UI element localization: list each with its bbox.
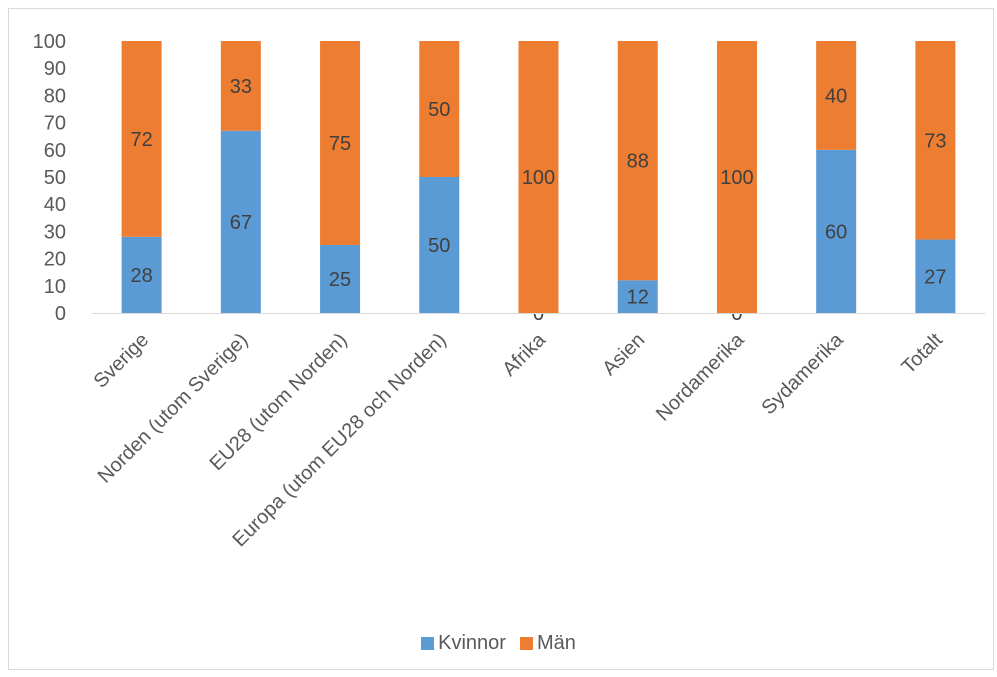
bar-kvinnor <box>419 177 460 313</box>
y-tick-label: 60 <box>44 140 66 162</box>
data-label: 73 <box>924 130 946 152</box>
bar-kvinnor <box>320 245 361 313</box>
bar-man <box>518 41 559 313</box>
legend-item-kvinnor: Kvinnor <box>421 632 506 655</box>
x-category-label: Sverige <box>90 329 154 393</box>
data-label: 33 <box>230 76 252 98</box>
x-category-label: Sydamerika <box>757 328 848 419</box>
legend-item-man: Män <box>519 632 576 655</box>
y-tick-label: 80 <box>44 85 66 107</box>
bar-kvinnor <box>617 280 658 313</box>
y-tick-label: 90 <box>44 58 66 80</box>
bar-man <box>220 41 261 131</box>
data-label: 67 <box>230 212 252 234</box>
y-tick-label: 10 <box>44 276 66 298</box>
data-label: 12 <box>627 287 649 309</box>
y-tick-label: 50 <box>44 167 66 189</box>
x-category-label: Afrika <box>498 328 550 380</box>
x-category-label: Asien <box>598 329 649 380</box>
bar-man <box>121 41 162 237</box>
bar-man <box>716 41 757 313</box>
data-label: 75 <box>329 133 351 155</box>
bar-kvinnor <box>220 130 261 313</box>
bar-kvinnor <box>121 236 162 313</box>
bar-man <box>320 41 361 245</box>
x-category-label: Europa (utom EU28 och Norden) <box>229 329 451 551</box>
data-label: 28 <box>130 265 152 287</box>
legend-swatch-man <box>519 637 533 650</box>
data-label: 40 <box>825 85 847 107</box>
data-label: 25 <box>329 269 351 291</box>
data-label: 27 <box>924 266 946 288</box>
x-category-label: Nordamerika <box>652 328 749 425</box>
data-label: 88 <box>627 151 649 173</box>
y-tick-label: 100 <box>33 31 66 53</box>
data-label: 50 <box>428 99 450 121</box>
bar-man <box>816 41 857 150</box>
y-tick-label: 20 <box>44 249 66 271</box>
y-tick-label: 40 <box>44 194 66 216</box>
data-label: 72 <box>130 129 152 151</box>
legend-label-man: Män <box>536 632 576 654</box>
data-label: 60 <box>825 221 847 243</box>
x-category-label: Totalt <box>898 329 948 379</box>
bar-kvinnor <box>816 149 857 313</box>
legend-swatch-kvinnor <box>421 637 435 650</box>
data-label: 100 <box>522 167 555 189</box>
data-label: 50 <box>428 235 450 257</box>
legend-label-kvinnor: Kvinnor <box>438 632 506 654</box>
bar-man <box>915 41 956 240</box>
y-tick-label: 0 <box>55 303 66 325</box>
data-label: 100 <box>720 167 753 189</box>
y-tick-label: 30 <box>44 221 66 243</box>
y-tick-label: 70 <box>44 113 66 135</box>
bar-kvinnor <box>915 239 956 313</box>
legend: Kvinnor Män <box>0 632 997 655</box>
bar-man <box>419 41 460 177</box>
bar-man <box>617 41 658 281</box>
